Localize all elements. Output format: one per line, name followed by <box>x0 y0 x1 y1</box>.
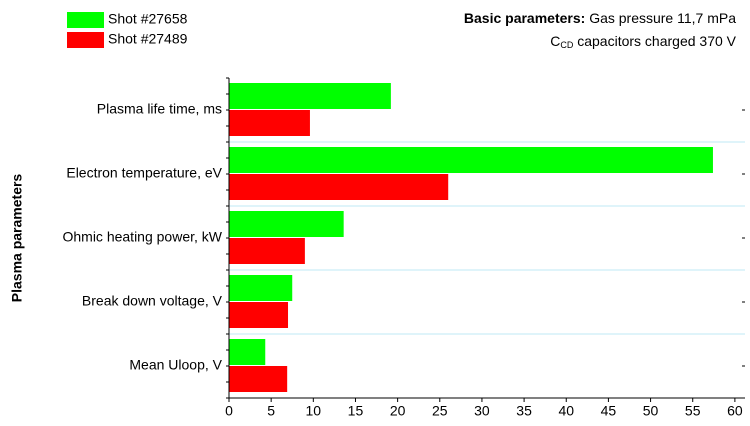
bar <box>229 174 449 200</box>
x-tick-label: 20 <box>390 403 406 419</box>
annotation-text: Gas pressure 11,7 mPa <box>589 10 736 26</box>
bar <box>229 147 713 173</box>
annotation-bold: Basic parameters: <box>464 10 585 26</box>
x-tick-label: 0 <box>225 403 233 419</box>
y-tick-label: Electron temperature, eV <box>66 165 222 181</box>
y-tick-label: Mean Uloop, V <box>129 357 222 373</box>
y-axis-label: Plasma parameters <box>9 174 25 303</box>
bar <box>229 110 310 136</box>
x-tick-label: 50 <box>643 403 659 419</box>
x-tick-label: 25 <box>432 403 448 419</box>
y-tick-label: Break down voltage, V <box>82 293 223 309</box>
y-tick-label: Plasma life time, ms <box>97 101 222 117</box>
y-tick-label: Ohmic heating power, kW <box>62 229 222 245</box>
x-tick-label: 60 <box>727 403 743 419</box>
x-tick-label: 45 <box>601 403 617 419</box>
annotation-c: C <box>550 33 560 49</box>
bar <box>229 302 289 328</box>
legend-label: Shot #27658 <box>108 11 188 27</box>
annotation-line1: Basic parameters: Gas pressure 11,7 mPa <box>464 10 736 26</box>
annotation-sub: CD <box>560 40 573 50</box>
bar <box>229 211 344 237</box>
x-tick-label: 10 <box>306 403 322 419</box>
x-tick-label: 40 <box>558 403 574 419</box>
x-tick-label: 35 <box>516 403 532 419</box>
x-tick-label: 5 <box>267 403 275 419</box>
annotation-line2: CCD capacitors charged 370 V <box>550 33 736 51</box>
bar <box>229 238 305 264</box>
bar <box>229 366 288 392</box>
x-tick-label: 55 <box>685 403 701 419</box>
bar <box>229 83 391 109</box>
x-tick-label: 15 <box>348 403 364 419</box>
legend-swatch <box>67 32 104 48</box>
legend-swatch <box>67 12 104 28</box>
annotation-text: capacitors charged 370 V <box>577 33 736 49</box>
bar <box>229 275 293 301</box>
bar <box>229 339 266 365</box>
legend-label: Shot #27489 <box>108 31 188 47</box>
x-tick-label: 30 <box>474 403 490 419</box>
